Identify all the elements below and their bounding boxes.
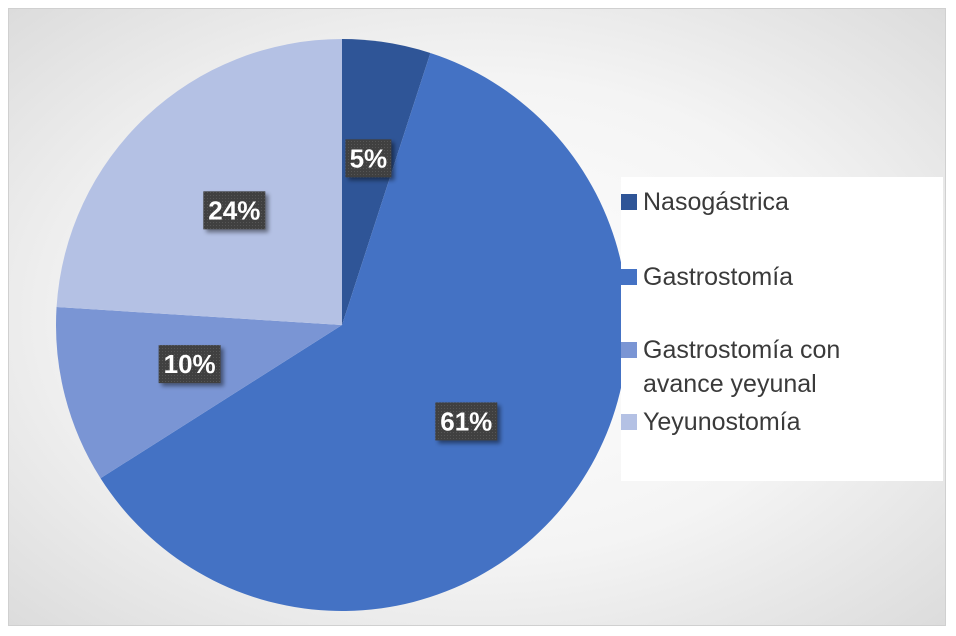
legend: Nasogástrica Gastrostomía Gastrostomía c… (621, 177, 943, 481)
legend-swatch (621, 414, 637, 430)
data-label-text: 10% (164, 349, 216, 379)
legend-item-yeyunostomia: Yeyunostomía (621, 405, 801, 439)
data-label-box (345, 139, 392, 178)
data-label-text: 61% (440, 406, 492, 436)
slice-gastrostomia (100, 52, 628, 611)
legend-label-line: Gastrostomía con (643, 336, 841, 364)
legend-item-gastrostomia-avance-yeyunal: Gastrostomía con avance yeyunal (621, 333, 840, 401)
data-label: 61% (435, 402, 498, 441)
legend-item-nasogastrica: Nasogástrica (621, 185, 789, 219)
slice-gastrostomia-avance-yeyunal (55, 307, 342, 479)
slice-nasogastrica (342, 39, 431, 325)
data-label: 24% (203, 191, 266, 230)
data-label-box (435, 402, 498, 441)
pie-chart: 5% 61% 10% 24% (55, 39, 628, 611)
legend-label: Yeyunostomía (643, 408, 801, 436)
legend-swatch (621, 342, 637, 358)
data-label-text: 24% (208, 195, 260, 225)
legend-swatch (621, 269, 637, 285)
legend-label: Nasogástrica (643, 188, 789, 216)
slice-yeyunostomia (56, 39, 342, 325)
data-label-box (158, 345, 221, 384)
data-label-box (203, 191, 266, 230)
data-label: 10% (158, 345, 221, 384)
data-label: 5% (345, 139, 392, 178)
data-label-text: 5% (350, 143, 388, 173)
legend-label: Gastrostomía con avance yeyunal (643, 333, 840, 401)
legend-swatch (621, 194, 637, 210)
legend-item-gastrostomia: Gastrostomía (621, 260, 793, 294)
legend-label: Gastrostomía (643, 263, 794, 291)
legend-label-line: avance yeyunal (643, 370, 817, 398)
chart-area: 5% 61% 10% 24% Nasogástrica Gastrostomía Ga… (8, 8, 946, 626)
